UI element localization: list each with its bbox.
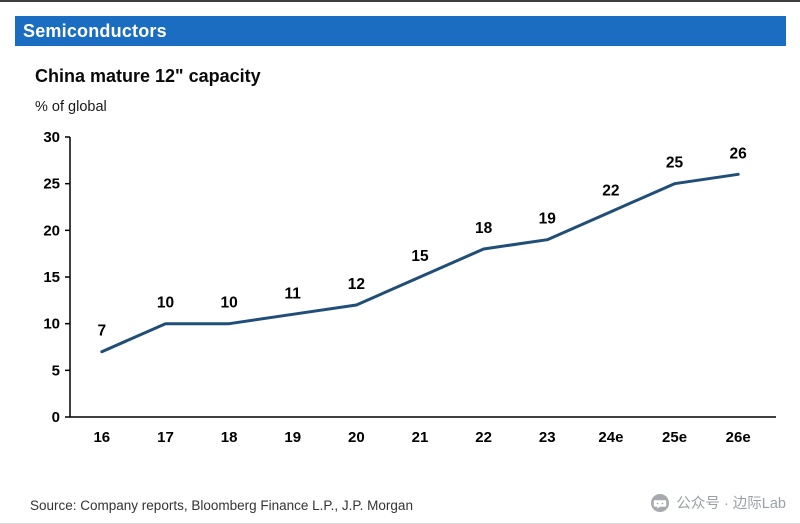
svg-text:10: 10 — [43, 316, 60, 333]
header-bar: Semiconductors — [15, 16, 786, 46]
svg-text:19: 19 — [539, 211, 557, 228]
chart-title: China mature 12" capacity — [35, 66, 261, 86]
svg-text:22: 22 — [475, 429, 492, 446]
svg-text:11: 11 — [285, 285, 302, 302]
svg-text:22: 22 — [602, 183, 619, 200]
svg-text:25e: 25e — [662, 429, 687, 446]
svg-text:20: 20 — [348, 429, 365, 446]
svg-text:21: 21 — [412, 429, 429, 446]
header-title: Semiconductors — [23, 20, 167, 41]
svg-text:10: 10 — [220, 295, 237, 312]
svg-text:7: 7 — [98, 323, 107, 340]
source-text: Source: Company reports, Bloomberg Finan… — [30, 498, 413, 513]
svg-text:26: 26 — [730, 145, 748, 162]
svg-text:18: 18 — [475, 220, 493, 237]
svg-text:24e: 24e — [598, 429, 623, 446]
svg-text:25: 25 — [666, 155, 684, 172]
svg-text:26e: 26e — [726, 429, 751, 446]
svg-text:25: 25 — [43, 176, 60, 193]
line-chart: 0 5 10 15 20 25 30 16 17 18 19 20 21 22 23 24e 25e 26e 7 10… — [43, 129, 776, 446]
svg-text:10: 10 — [157, 295, 174, 312]
wechat-icon — [650, 493, 670, 513]
chart-area: 0 5 10 15 20 25 30 16 17 18 19 20 21 22 23 24e 25e 26e 7 10… — [20, 117, 800, 464]
svg-text:5: 5 — [52, 362, 60, 379]
svg-text:23: 23 — [539, 429, 556, 446]
svg-text:15: 15 — [43, 269, 60, 286]
svg-text:20: 20 — [43, 222, 60, 239]
svg-text:0: 0 — [52, 409, 60, 426]
wechat-watermark: 公众号 · 边际Lab — [650, 492, 786, 513]
svg-text:15: 15 — [411, 248, 429, 265]
svg-text:18: 18 — [221, 429, 238, 446]
svg-text:19: 19 — [284, 429, 301, 446]
svg-text:12: 12 — [348, 276, 365, 293]
svg-text:30: 30 — [43, 129, 60, 146]
wechat-label: 公众号 · 边际Lab — [676, 496, 786, 512]
footer: Source: Company reports, Bloomberg Finan… — [30, 492, 786, 513]
chart-y-axis-unit-label: % of global — [35, 99, 107, 115]
svg-text:16: 16 — [93, 429, 110, 446]
svg-text:17: 17 — [157, 429, 174, 446]
